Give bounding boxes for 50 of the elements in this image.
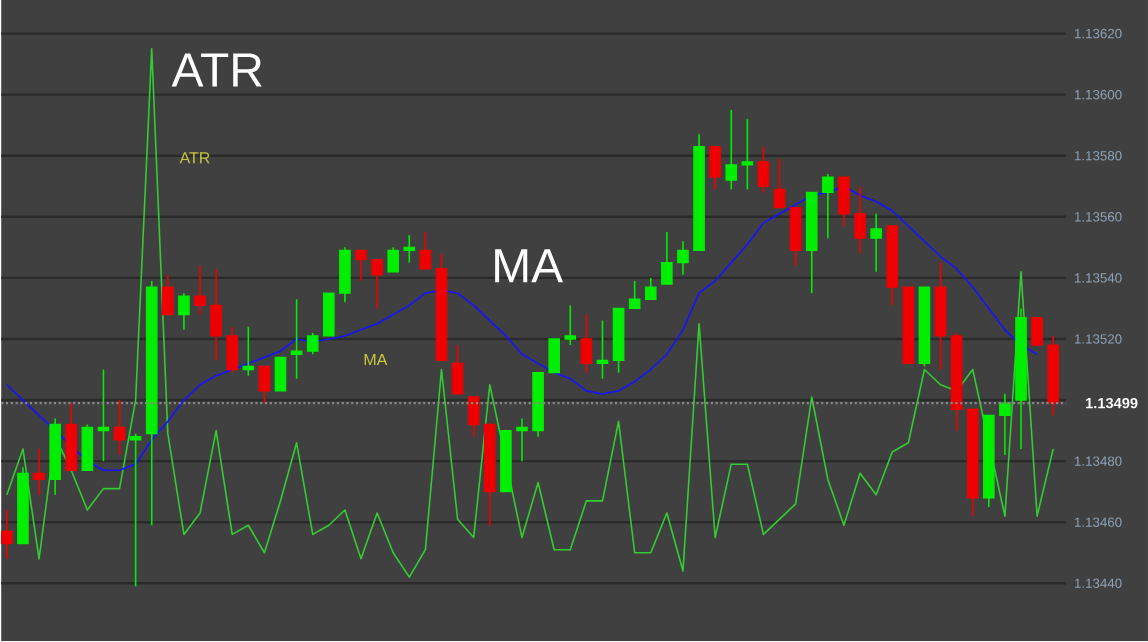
- candlestick: [258, 366, 271, 405]
- candlestick: [97, 369, 110, 463]
- candlestick: [210, 268, 222, 362]
- candlestick: [178, 292, 190, 331]
- candlestick: [226, 326, 239, 374]
- candlestick: [1, 509, 13, 560]
- candlestick: [1031, 317, 1043, 347]
- candlestick: [741, 118, 754, 191]
- candlestick: [194, 265, 206, 316]
- candlestick: [870, 213, 882, 273]
- candlestick: [387, 246, 400, 273]
- candlestick: [274, 356, 287, 392]
- candlestick: [403, 234, 416, 264]
- candlestick: [242, 326, 255, 377]
- annotation: ATR: [171, 53, 262, 87]
- candlestick: [757, 146, 770, 194]
- candlestick: [113, 399, 126, 457]
- candlestick: [322, 292, 335, 337]
- candlestick: [306, 332, 319, 356]
- annotation: MA: [495, 249, 564, 283]
- candlestick: [661, 231, 673, 286]
- candlestick: [854, 185, 866, 255]
- candlestick: [129, 433, 142, 588]
- candlestick: [999, 393, 1011, 457]
- candlestick: [838, 176, 850, 228]
- candlestick: [596, 320, 609, 380]
- candlestick: [548, 338, 560, 374]
- candlestick: [65, 402, 78, 472]
- candlestick: [789, 207, 802, 267]
- candlestick: [33, 448, 45, 496]
- line-series: [6, 48, 1055, 579]
- candlestick: [564, 304, 577, 347]
- candlestick: [822, 173, 834, 240]
- candlestick: [628, 280, 641, 310]
- candlestick: [371, 259, 383, 310]
- candlestick: [451, 344, 464, 396]
- candlestick: [709, 146, 721, 191]
- candlestick: [81, 424, 94, 472]
- candlestick: [725, 109, 738, 191]
- candlestick: [162, 274, 174, 316]
- candlestick: [467, 396, 480, 438]
- candlestick: [773, 158, 786, 209]
- candlestick: [290, 298, 303, 380]
- candlestick: [339, 246, 351, 304]
- candlestick: [355, 249, 367, 283]
- candlestick: [644, 277, 657, 301]
- candlestick: [677, 240, 689, 276]
- candlestick: [419, 231, 432, 270]
- candlestick: [580, 314, 593, 374]
- candlestick: [516, 417, 528, 463]
